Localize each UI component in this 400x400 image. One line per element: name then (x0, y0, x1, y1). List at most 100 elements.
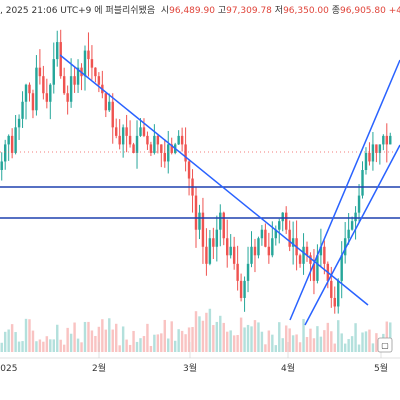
volume-bar (302, 318, 305, 352)
trendline-overlays[interactable] (0, 54, 400, 326)
volume-bar (49, 339, 52, 352)
volume-bar (229, 330, 232, 352)
candle-body (76, 67, 80, 85)
volume-bar (52, 339, 55, 352)
candle-body (371, 144, 375, 162)
candle-body (229, 246, 232, 256)
volume-bar (76, 338, 80, 352)
volume-bar (330, 331, 333, 352)
candle-body (357, 195, 361, 213)
volume-bar (357, 344, 361, 352)
candle-body (267, 246, 271, 256)
volume-bar (160, 333, 163, 352)
volume-bar (337, 320, 340, 352)
volume-bar (250, 326, 253, 352)
volume-bar (312, 338, 316, 352)
volume-bar (226, 331, 229, 352)
candle-body (28, 84, 31, 94)
candle-body (118, 135, 121, 145)
x-axis: 2025 2월 3월 4월 5월 ▢ (0, 337, 400, 374)
candle-body (153, 135, 156, 153)
volume-bar (125, 339, 128, 352)
candle-body (59, 42, 62, 77)
candle-body (52, 59, 55, 85)
volume-bar (326, 322, 330, 352)
volume-bar (3, 331, 7, 352)
candle-body (364, 152, 368, 170)
candle-body (246, 263, 250, 281)
candle-body (253, 246, 257, 256)
candle-body (278, 221, 281, 230)
volume-bar (7, 329, 10, 352)
candle-body (177, 135, 180, 145)
candle-body (354, 212, 357, 222)
volume-bar (87, 321, 90, 352)
candlesticks (0, 29, 392, 314)
volume-bar (208, 308, 212, 352)
volume-bar (278, 322, 281, 352)
volume-bar (354, 323, 357, 352)
candle-body (350, 221, 354, 230)
volume-bar (257, 322, 260, 352)
candle-body (49, 84, 52, 102)
volume-bar (281, 338, 284, 352)
candle-body (97, 76, 101, 85)
candle-body (184, 144, 187, 162)
candle-body (323, 246, 326, 264)
candle-body (361, 170, 364, 196)
volume-bar (236, 335, 239, 352)
candle-body (121, 127, 125, 145)
volume-bar (201, 320, 205, 352)
volume-bar (219, 315, 222, 352)
uptrend-channel-upper (289, 59, 400, 321)
volume-bar (118, 345, 121, 352)
candle-body (208, 238, 212, 264)
volume-bar (215, 321, 219, 352)
volume-bar (305, 337, 309, 352)
volume-bar (232, 335, 236, 352)
volume-bar (347, 339, 350, 352)
candle-body (260, 229, 264, 239)
candle-body (222, 212, 225, 239)
volume-bar (104, 329, 108, 352)
candle-body (125, 127, 128, 136)
volume-bar (153, 334, 156, 352)
volume-bar (156, 334, 160, 352)
volume-bar (375, 333, 378, 352)
volume-bar (0, 342, 3, 352)
candle-body (226, 238, 229, 256)
volume-bar (274, 345, 278, 352)
x-axis-label: 2025 (0, 364, 17, 374)
volume-bar (323, 330, 326, 352)
volume-bar (194, 311, 198, 352)
volume-bar (108, 318, 111, 352)
candle-body (24, 84, 28, 102)
volume-bar (80, 342, 83, 352)
volume-bar (128, 344, 132, 352)
volume-bar (309, 328, 312, 352)
candle-body (180, 135, 184, 145)
candle-body (108, 101, 111, 111)
volume-bar (385, 321, 389, 352)
candle-body (316, 255, 319, 281)
volume-bar (212, 325, 215, 352)
candle-body (62, 76, 66, 94)
volume-bar (45, 336, 49, 352)
volume-bar (90, 330, 94, 352)
x-axis-label: 5월 (374, 362, 388, 374)
calendar-icon: ▢ (381, 341, 389, 350)
volume-bar (28, 319, 31, 352)
volume-bar (333, 343, 336, 352)
volume-bar (14, 332, 17, 352)
volume-bar (167, 338, 170, 352)
candle-body (250, 246, 253, 264)
candle-body (0, 161, 3, 170)
open-value: 96,489.90 (169, 6, 215, 16)
volume-bar (340, 333, 343, 352)
candle-body (343, 238, 347, 256)
volume-bar (205, 312, 208, 352)
volume-bar (239, 317, 243, 352)
candle-body (10, 135, 14, 153)
candle-body (146, 135, 149, 145)
